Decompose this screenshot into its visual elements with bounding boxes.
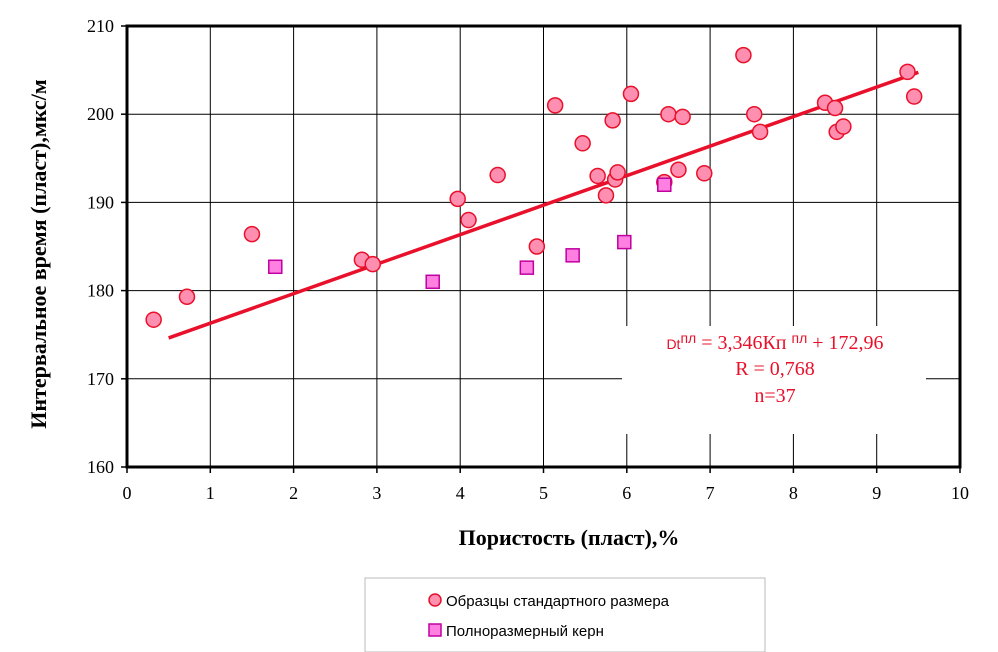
point-full-size-core: [519, 260, 535, 275]
point-standard-sample: [449, 190, 466, 208]
point-standard-sample: [489, 166, 506, 184]
legend-marker-square: [428, 623, 442, 637]
point-standard-sample: [364, 255, 381, 273]
x-tick-label: 0: [123, 483, 132, 503]
point-standard-sample: [178, 288, 196, 306]
point-standard-sample: [622, 85, 640, 103]
point-full-size-core: [657, 177, 672, 193]
equation-sup2: пл: [792, 330, 808, 346]
trendline: [168, 70, 919, 340]
point-full-size-core: [268, 259, 283, 275]
point-standard-sample: [145, 311, 162, 328]
y-tick-label: 160: [87, 457, 114, 477]
point-standard-sample: [899, 63, 916, 81]
x-tick-label: 4: [456, 483, 465, 503]
x-tick-label: 10: [951, 483, 969, 503]
point-standard-sample: [674, 108, 691, 126]
x-tick-label: 5: [539, 483, 548, 503]
point-full-size-core: [425, 274, 440, 290]
n-value: n=37: [754, 385, 795, 407]
y-tick-label: 200: [87, 104, 114, 124]
x-tick-label: 8: [789, 483, 798, 503]
point-standard-sample: [546, 97, 564, 114]
equation-end: + 172,96: [807, 332, 883, 354]
x-tick-label: 6: [622, 483, 631, 503]
point-standard-sample: [589, 167, 606, 185]
y-axis-title: Интервальное время (пласт),мкс/м: [26, 79, 51, 429]
equation-prefix: Dt: [666, 336, 680, 352]
data-points: [145, 46, 923, 328]
equation-sup1: пл: [680, 330, 696, 346]
point-standard-sample: [751, 123, 769, 141]
point-standard-sample: [604, 112, 621, 129]
point-standard-sample: [243, 225, 261, 243]
point-full-size-core: [565, 248, 580, 263]
equation-mid: = 3,346Кп: [696, 332, 791, 354]
point-standard-sample: [574, 135, 591, 152]
x-axis-title: Пористость (пласт),%: [459, 525, 680, 550]
x-tick-label: 7: [706, 483, 715, 503]
x-tick-label: 3: [372, 483, 381, 503]
legend: Образцы стандартного размера Полноразмер…: [364, 577, 766, 652]
y-tick-label: 180: [87, 281, 114, 301]
axis-ticks: [121, 25, 961, 473]
x-tick-label: 1: [206, 483, 215, 503]
point-standard-sample: [696, 165, 713, 182]
point-standard-sample: [745, 105, 763, 123]
point-standard-sample: [826, 99, 844, 117]
legend-box: [364, 577, 766, 652]
legend-label-fullsize: Полноразмерный керн: [446, 623, 604, 640]
equation-line: Dtпл = 3,346Кп пл + 172,96: [666, 330, 883, 354]
point-standard-sample: [905, 88, 923, 105]
x-tick-label: 2: [289, 483, 298, 503]
r-value: R = 0,768: [735, 358, 815, 380]
point-standard-sample: [609, 164, 626, 181]
x-tick-labels: 0 1 2 3 4 5 6 7 8 9 10: [123, 483, 970, 503]
x-tick-label: 9: [872, 483, 881, 503]
point-standard-sample: [835, 118, 852, 135]
y-tick-label: 210: [87, 16, 114, 36]
equation-box: [622, 326, 926, 434]
point-standard-sample: [670, 161, 687, 179]
point-standard-sample: [660, 105, 677, 123]
point-standard-sample: [528, 238, 546, 255]
y-tick-label: 190: [87, 192, 114, 212]
y-tick-label: 170: [87, 369, 114, 389]
legend-marker-circle: [428, 593, 442, 607]
y-tick-labels: 160 170 180 190 200 210: [87, 16, 114, 477]
point-standard-sample: [735, 46, 752, 64]
point-full-size-core: [617, 234, 632, 250]
point-standard-sample: [597, 187, 615, 204]
legend-label-standard: Образцы стандартного размера: [446, 593, 670, 610]
point-standard-sample: [460, 211, 477, 229]
